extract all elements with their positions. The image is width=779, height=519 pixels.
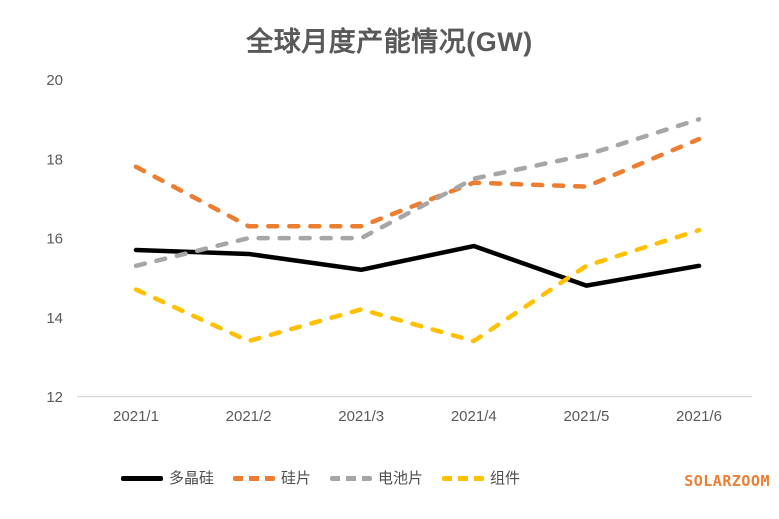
- legend-label: 硅片: [281, 469, 312, 487]
- legend-swatch-dashed-line-icon: [330, 475, 373, 481]
- solarzoom-watermark: SOLARZOOM: [684, 472, 770, 490]
- x-axis-tick-label: 2021/5: [563, 408, 609, 425]
- y-axis-tick-label: 12: [46, 389, 63, 406]
- legend-item-polysilicon: 多晶硅: [121, 471, 214, 486]
- series-line-0: [133, 243, 702, 288]
- legend-swatch-solid-line-icon: [121, 475, 163, 481]
- x-axis-tick-label: 2021/6: [676, 408, 722, 425]
- legend-label: 组件: [490, 469, 521, 487]
- legend-item-module: 组件: [442, 471, 520, 486]
- x-axis-tick-label: 2021/4: [451, 408, 497, 425]
- chart-legend: 多晶硅 硅片 电池片 组件: [121, 465, 520, 491]
- legend-swatch-dashed-line-icon: [233, 475, 276, 481]
- legend-label: 多晶硅: [169, 469, 215, 487]
- series-line-3: [133, 227, 702, 344]
- series-line-2: [133, 117, 702, 269]
- chart-title: 全球月度产能情况(GW): [246, 27, 533, 57]
- x-axis-tick-label: 2021/2: [226, 408, 272, 425]
- series-line-1: [133, 136, 702, 229]
- legend-swatch-dashed-line-icon: [442, 475, 485, 481]
- legend-item-wafer: 硅片: [233, 471, 311, 486]
- x-axis-tick-label: 2021/3: [338, 408, 384, 425]
- y-axis-tick-label: 14: [46, 310, 63, 327]
- x-axis-tick-label: 2021/1: [113, 408, 159, 425]
- y-axis-tick-label: 16: [46, 231, 63, 248]
- legend-label: 电池片: [378, 469, 424, 487]
- y-axis-tick-label: 18: [46, 151, 63, 168]
- legend-item-cell: 电池片: [330, 471, 423, 486]
- y-axis-tick-label: 20: [46, 72, 63, 89]
